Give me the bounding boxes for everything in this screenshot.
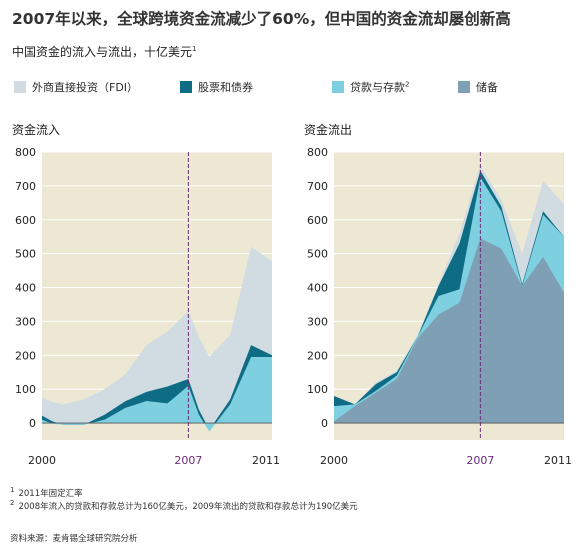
subtitle-footnote-mark: 1 (192, 45, 197, 53)
outflow-y-tick-label: 700 (307, 180, 328, 193)
outflow-x-tick-label: 2000 (320, 454, 348, 467)
inflow-y-tick-label: 500 (15, 248, 36, 261)
inflow-y-tick-label: 200 (15, 349, 36, 362)
outflow-y-tick-label: 0 (321, 417, 328, 430)
inflow-panel-title: 资金流入 (12, 123, 61, 137)
legend-swatch-fdi (14, 81, 26, 93)
footnote-1-mark: 1 (10, 486, 15, 494)
legend-label-fdi: 外商直接投资（FDI） (32, 81, 139, 94)
legend-label-loans-deposits-wrap: 贷款与存款2 (350, 79, 409, 95)
chart-subtitle: 中国资金的流入与流出，十亿美元1 (12, 43, 196, 60)
legend-swatch-loans-deposits (332, 81, 344, 93)
legend-item-reserves: 储备 (458, 79, 498, 95)
inflow-y-tick-label: 400 (15, 282, 36, 295)
legend-item-equity-bonds: 股票和债券 (180, 79, 253, 95)
outflow-y-tick-label: 500 (307, 248, 328, 261)
inflow-x-tick-label: 2007 (174, 454, 202, 467)
footnote-2-mark: 2 (10, 499, 15, 507)
outflow-y-tick-label: 200 (307, 349, 328, 362)
outflow-y-tick-label: 800 (307, 146, 328, 159)
inflow-area-loans-deposits (42, 356, 272, 432)
footnote-2: 2 2008年流入的贷款和存款总计为160亿美元，2009年流出的贷款和存款总计为… (10, 499, 358, 512)
outflow-x-tick-label: 2011 (544, 454, 572, 467)
inflow-y-tick-label: 600 (15, 214, 36, 227)
inflow-y-tick-label: 800 (15, 146, 36, 159)
legend-label-reserves: 储备 (476, 81, 498, 94)
inflow-area-fdi (42, 246, 272, 424)
source-note: 资料来源：麦肯锡全球研究院分析 (10, 534, 138, 544)
footnote-2-text: 2008年流入的贷款和存款总计为160亿美元，2009年流出的贷款和存款总计为1… (18, 501, 358, 512)
inflow-y-tick-label: 700 (15, 180, 36, 193)
subtitle-text: 中国资金的流入与流出，十亿美元 (12, 45, 193, 59)
footnote-1-text: 2011年固定汇率 (18, 488, 83, 499)
inflow-x-tick-label: 2000 (28, 454, 56, 467)
legend-swatch-equity-bonds (180, 81, 192, 93)
legend-swatch-reserves (458, 81, 470, 93)
legend-footnote-mark: 2 (405, 80, 410, 89)
outflow-y-tick-label: 600 (307, 214, 328, 227)
outflow-y-tick-label: 400 (307, 282, 328, 295)
legend-item-fdi: 外商直接投资（FDI） (14, 79, 138, 95)
outflow-area-reserves (334, 238, 564, 424)
outflow-y-tick-label: 300 (307, 315, 328, 328)
legend-label-equity-bonds: 股票和债券 (198, 81, 253, 94)
inflow-x-tick-label: 2011 (252, 454, 280, 467)
footnote-1: 1 2011年固定汇率 (10, 486, 83, 499)
inflow-y-tick-label: 0 (29, 417, 36, 430)
legend-item-loans-deposits: 贷款与存款2 (332, 79, 409, 95)
outflow-y-tick-label: 100 (307, 383, 328, 396)
inflow-y-tick-label: 100 (15, 383, 36, 396)
inflow-y-tick-label: 300 (15, 315, 36, 328)
outflow-panel-title: 资金流出 (304, 123, 353, 137)
legend-label-loans-deposits: 贷款与存款 (350, 81, 405, 94)
outflow-x-tick-label: 2007 (466, 454, 494, 467)
chart-title: 2007年以来，全球跨境资金流减少了60%，但中国的资金流却屡创新高 (12, 10, 511, 28)
